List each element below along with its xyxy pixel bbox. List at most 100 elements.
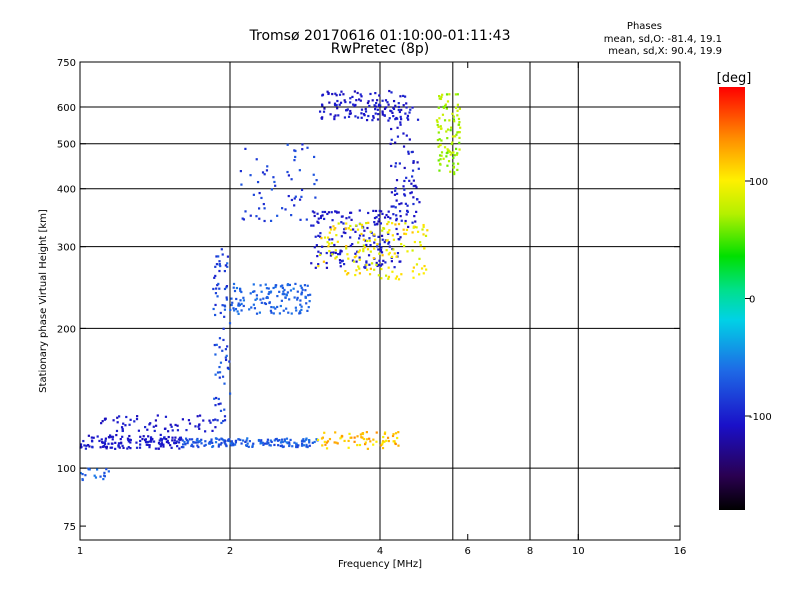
data-point	[389, 109, 392, 112]
data-point	[216, 419, 219, 422]
data-point	[248, 440, 251, 443]
data-point	[138, 446, 142, 449]
data-point	[240, 183, 243, 186]
data-point	[88, 468, 91, 471]
data-point	[221, 349, 224, 352]
data-point	[149, 422, 152, 425]
data-point	[331, 92, 334, 96]
data-point	[403, 244, 406, 248]
data-point	[416, 230, 420, 233]
data-point	[406, 116, 409, 120]
data-point	[457, 162, 460, 165]
data-point	[408, 138, 411, 141]
data-point	[456, 114, 459, 117]
data-point	[93, 474, 96, 477]
data-point	[300, 308, 303, 311]
data-point	[422, 225, 425, 228]
data-point	[380, 277, 383, 280]
data-point	[345, 217, 348, 220]
data-point	[333, 115, 336, 118]
data-point	[376, 245, 379, 248]
data-point	[368, 104, 371, 108]
data-point	[379, 222, 383, 225]
data-point	[229, 442, 232, 445]
data-point	[224, 356, 227, 359]
data-point	[357, 251, 360, 254]
data-point	[356, 443, 359, 447]
data-point	[160, 442, 164, 445]
data-point	[239, 438, 242, 441]
data-point	[165, 440, 168, 444]
data-point	[349, 211, 352, 214]
data-point	[226, 345, 229, 348]
data-point	[121, 435, 124, 438]
data-point	[158, 439, 161, 442]
data-point	[217, 255, 220, 258]
data-point	[264, 302, 268, 306]
data-point	[282, 445, 285, 448]
data-point	[451, 141, 454, 144]
data-point	[309, 293, 312, 296]
data-point	[222, 327, 225, 330]
data-point	[369, 440, 372, 443]
data-point	[384, 274, 388, 277]
data-point	[320, 117, 324, 120]
data-point	[242, 218, 246, 221]
data-point	[285, 441, 288, 444]
data-point	[148, 423, 151, 426]
data-point	[88, 445, 91, 448]
y-tick-label: 300	[57, 243, 76, 254]
data-point	[301, 288, 304, 291]
colorbar-tick-label: 100	[749, 177, 768, 188]
data-point	[328, 437, 332, 441]
data-point	[445, 93, 449, 96]
data-point	[196, 437, 199, 441]
colorbar-tick-label: -100	[749, 412, 772, 423]
data-point	[363, 246, 367, 249]
data-point	[399, 260, 402, 263]
data-point	[412, 225, 415, 228]
data-point	[380, 246, 383, 249]
data-point	[281, 284, 284, 287]
data-point	[279, 304, 282, 308]
data-point	[394, 432, 398, 435]
data-point	[456, 152, 459, 155]
data-point	[225, 286, 228, 289]
data-point	[390, 127, 393, 131]
data-point	[266, 165, 269, 168]
data-point	[389, 142, 392, 145]
data-point	[353, 440, 356, 443]
data-point	[408, 111, 411, 114]
data-point	[354, 273, 357, 277]
data-point	[312, 173, 315, 176]
data-point	[400, 118, 403, 121]
data-point	[265, 169, 269, 172]
data-point	[323, 107, 326, 110]
data-point	[381, 113, 384, 116]
data-point	[104, 439, 107, 442]
data-point	[327, 92, 330, 96]
data-point	[255, 297, 259, 300]
data-point	[322, 110, 326, 113]
data-point	[331, 219, 334, 222]
data-point	[308, 300, 311, 303]
data-point	[438, 138, 441, 141]
data-point	[79, 471, 82, 475]
data-point	[239, 170, 242, 173]
data-point	[176, 424, 179, 427]
data-point	[374, 209, 378, 213]
data-point	[214, 418, 217, 421]
data-point	[214, 373, 217, 376]
data-point	[128, 434, 131, 438]
data-point	[300, 444, 304, 447]
data-point	[330, 242, 334, 245]
data-point	[356, 116, 360, 119]
data-point	[328, 101, 331, 104]
data-point	[369, 230, 372, 233]
data-point	[329, 228, 333, 231]
data-point	[266, 440, 269, 443]
data-point	[459, 126, 462, 129]
data-point	[276, 305, 279, 309]
data-point	[144, 440, 148, 444]
data-point	[233, 309, 236, 312]
